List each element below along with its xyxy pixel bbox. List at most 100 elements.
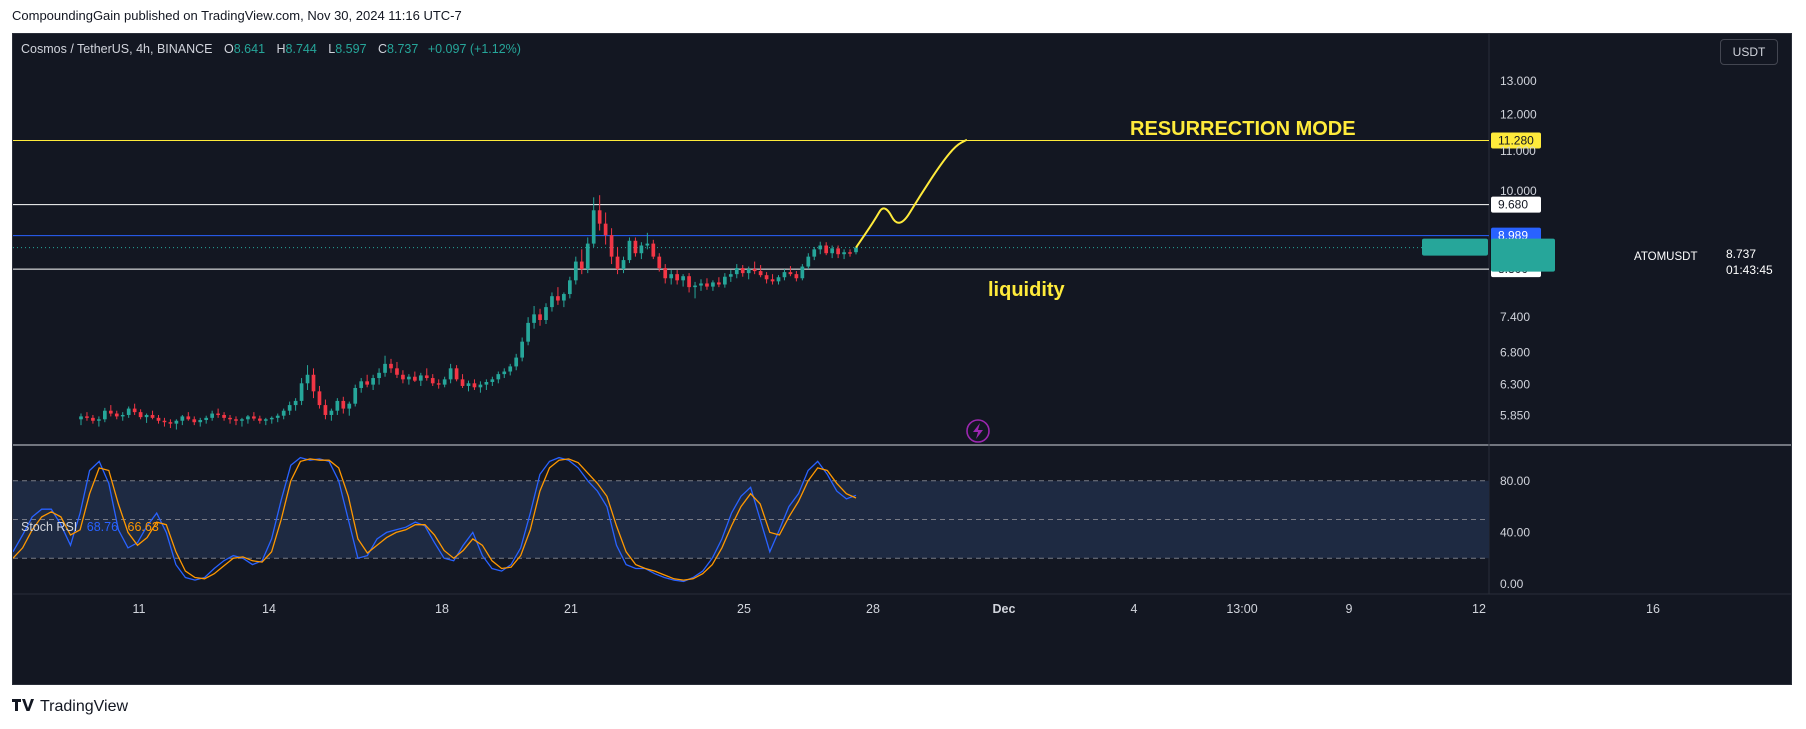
time-tick-label: 14 xyxy=(262,602,276,616)
candle-body xyxy=(395,368,399,375)
candle-body xyxy=(717,282,721,285)
low-value: 8.597 xyxy=(335,42,367,56)
price-tick-label: 6.800 xyxy=(1500,346,1530,360)
candle-body xyxy=(746,269,751,274)
time-tick-label: 11 xyxy=(133,602,146,616)
candle-body xyxy=(556,296,560,301)
time-tick-label: Dec xyxy=(993,602,1016,616)
stoch-rsi-legend: Stoch RSI 68.76 66.63 xyxy=(21,520,159,534)
candle-body xyxy=(812,249,817,257)
candle-body xyxy=(764,275,769,280)
candle-body xyxy=(347,403,352,409)
price-tick-label: 10.000 xyxy=(1500,184,1537,198)
time-tick-label: 12 xyxy=(1472,602,1486,616)
candle-body xyxy=(114,413,119,417)
lightning-icon[interactable] xyxy=(966,419,990,443)
candle-body xyxy=(102,410,107,420)
candle-body xyxy=(782,272,787,278)
tradingview-logo-icon[interactable] xyxy=(12,697,34,716)
candle-body xyxy=(228,417,232,420)
level-price-label: 9.680 xyxy=(1498,198,1528,212)
candle-body xyxy=(418,375,423,381)
candle-body xyxy=(526,322,530,342)
candle-body xyxy=(615,256,620,270)
candle-body xyxy=(299,383,304,401)
time-tick-label: 16 xyxy=(1646,602,1660,616)
currency-button[interactable]: USDT xyxy=(1720,39,1778,65)
candle-body xyxy=(663,268,668,279)
close-value: 8.737 xyxy=(387,42,419,56)
rsi-tick-label: 0.00 xyxy=(1500,577,1524,591)
candle-body xyxy=(460,379,465,386)
candle-body xyxy=(263,419,268,421)
candle-body xyxy=(794,274,799,279)
candle-body xyxy=(562,294,566,301)
candle-body xyxy=(436,383,441,385)
candle-body xyxy=(287,405,292,411)
candle-body xyxy=(293,400,298,406)
candle-body xyxy=(800,266,805,279)
candle-body xyxy=(508,366,513,372)
open-value: 8.641 xyxy=(233,42,266,56)
candle-body xyxy=(281,410,286,416)
candle-body xyxy=(79,416,83,420)
close-key: C xyxy=(378,42,388,56)
candle-body xyxy=(377,372,381,379)
stoch-rsi-d: 66.63 xyxy=(127,520,159,534)
candle-body xyxy=(186,416,191,420)
candle-body xyxy=(848,252,852,254)
stoch-rsi-name[interactable]: Stoch RSI xyxy=(21,520,78,534)
candle-body xyxy=(657,256,662,269)
candle-body xyxy=(168,422,173,424)
candle-body xyxy=(675,274,680,281)
time-tick-label: 28 xyxy=(866,602,880,616)
price-tick-label: 7.400 xyxy=(1500,310,1530,324)
candle-body xyxy=(788,272,793,275)
price-tick-label: 12.000 xyxy=(1500,108,1537,122)
candle-body xyxy=(97,419,101,421)
candle-body xyxy=(252,416,256,419)
price-tick-label: 5.850 xyxy=(1500,409,1530,423)
candle-body xyxy=(192,419,197,423)
candle-body xyxy=(150,414,155,418)
candle-body xyxy=(174,420,179,424)
candle-body xyxy=(120,414,125,417)
open-key: O xyxy=(224,42,234,56)
candle-body xyxy=(567,280,572,295)
candle-body xyxy=(633,240,638,254)
candle-body xyxy=(603,223,608,236)
last-price-countdown: 01:43:45 xyxy=(1726,263,1773,277)
footer-brand[interactable]: TradingView xyxy=(40,697,129,715)
candle-body xyxy=(389,363,393,369)
candle-body xyxy=(818,245,823,250)
candle-body xyxy=(401,374,405,380)
level-price-label: 11.280 xyxy=(1498,133,1534,147)
level-price-tag xyxy=(1491,196,1541,213)
candle-body xyxy=(597,210,602,224)
symbol-label[interactable]: Cosmos / TetherUS, 4h, BINANCE xyxy=(21,42,213,56)
candle-body xyxy=(502,371,507,375)
candle-body xyxy=(573,261,578,281)
candle-body xyxy=(210,413,215,418)
candle-body xyxy=(627,240,632,261)
candle-body xyxy=(305,374,310,384)
candle-body xyxy=(442,379,447,385)
candle-body xyxy=(830,248,835,254)
price-tick-label: 6.300 xyxy=(1500,378,1530,392)
time-tick-label: 9 xyxy=(1346,602,1353,616)
candle-body xyxy=(91,417,95,421)
candle-body xyxy=(246,416,250,420)
candle-body xyxy=(162,420,167,423)
candle-body xyxy=(454,368,459,380)
candle-body xyxy=(240,419,244,421)
candle-body xyxy=(550,296,554,308)
candle-body xyxy=(85,416,89,418)
last-price-tag xyxy=(1491,238,1555,272)
publish-info: CompoundingGain published on TradingView… xyxy=(12,8,462,23)
candle-body xyxy=(520,341,525,358)
candle-body xyxy=(383,363,387,373)
candle-body xyxy=(222,414,226,418)
candle-body xyxy=(699,283,703,286)
